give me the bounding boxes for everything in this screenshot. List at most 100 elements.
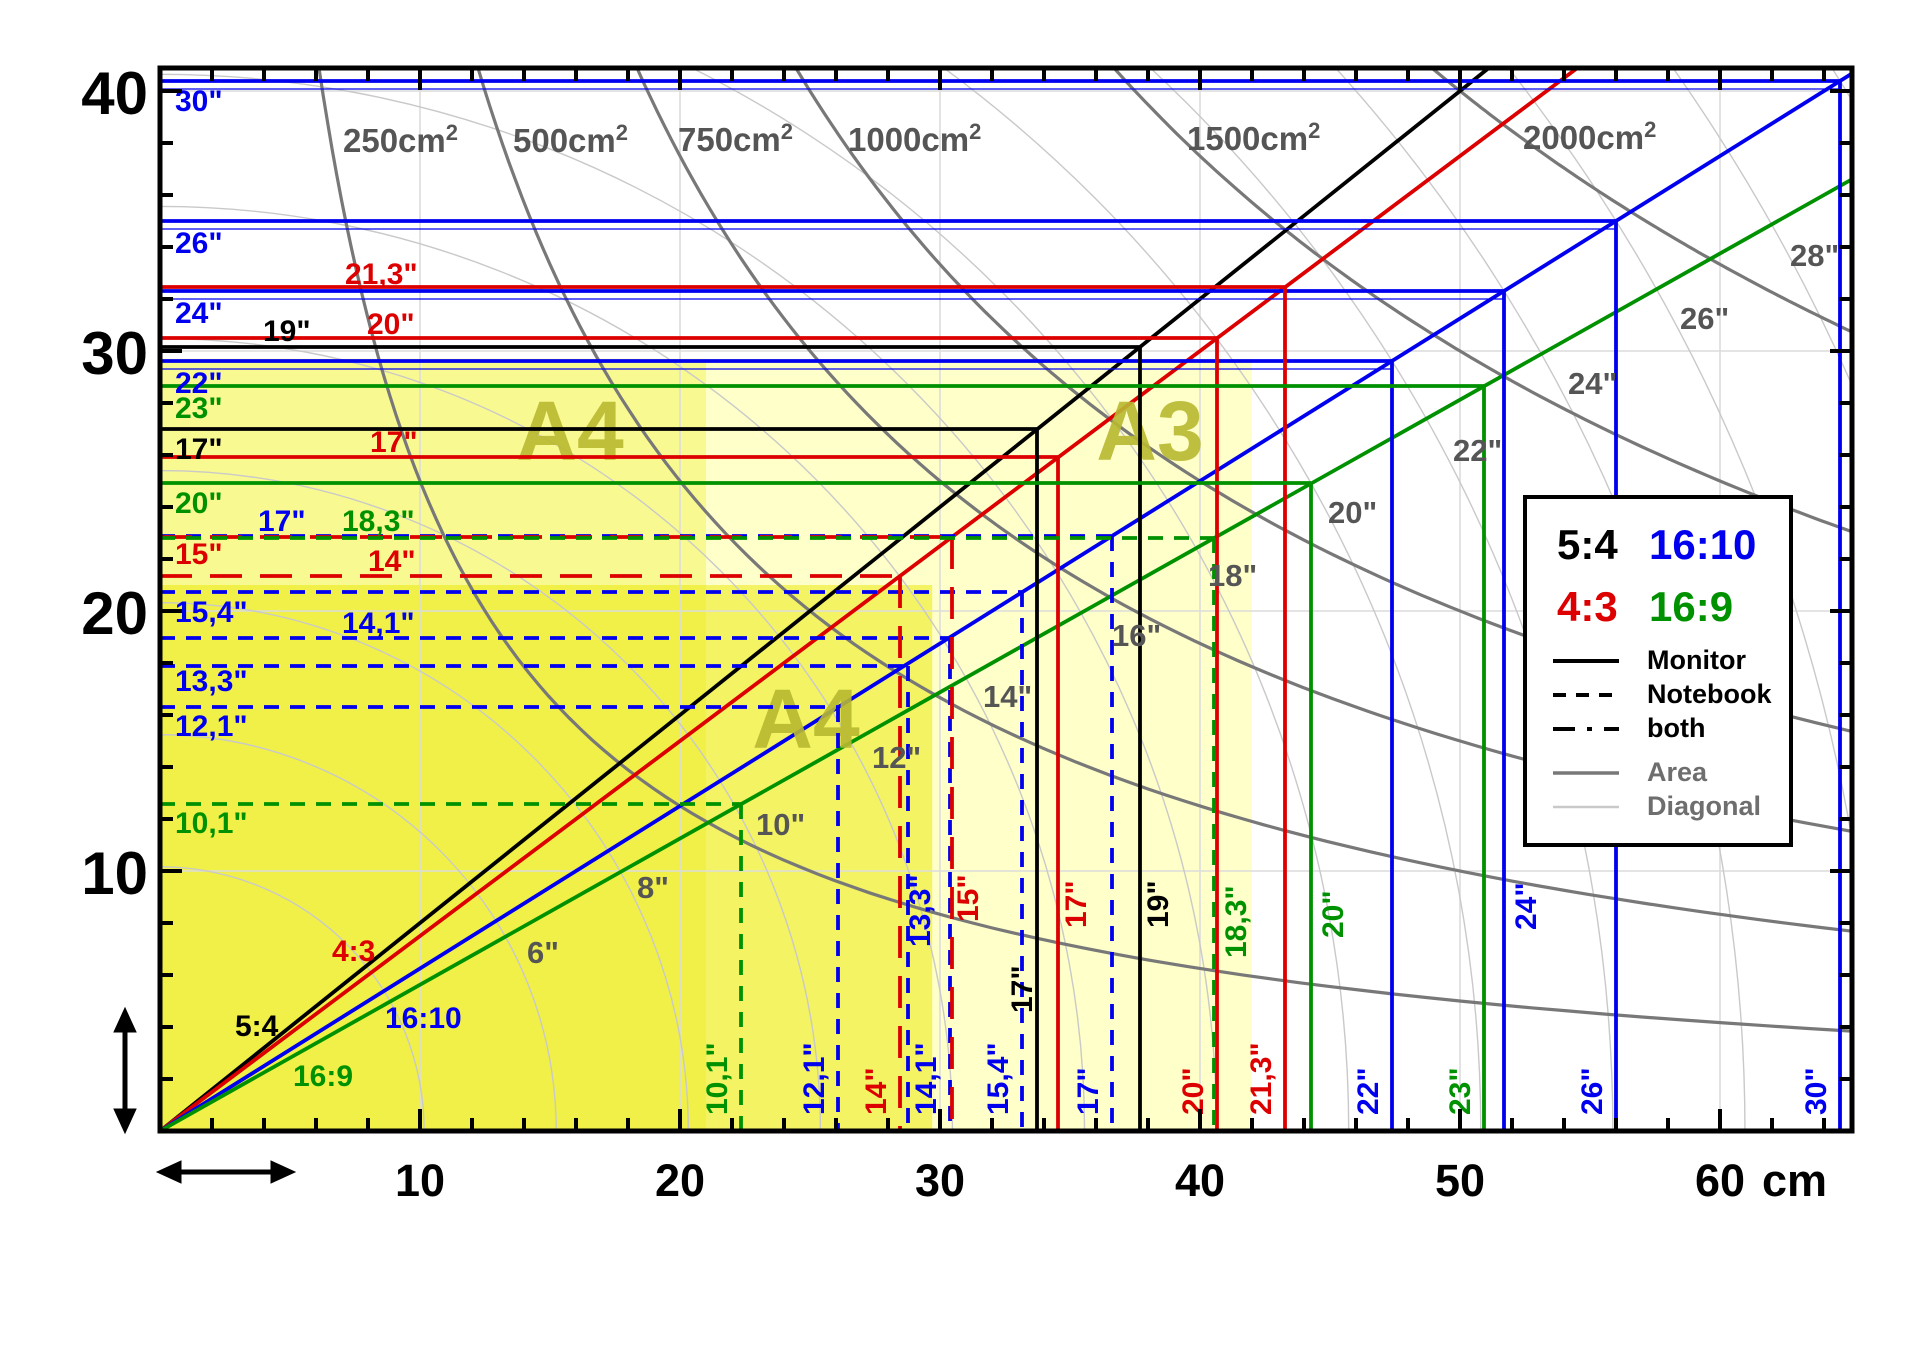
x-axis-unit: cm xyxy=(1762,1155,1827,1206)
screen-size-label-rotated: 30" xyxy=(1800,1067,1833,1115)
screen-size-label: 30" xyxy=(175,85,223,118)
paper-labels: A4 A4 A3 xyxy=(516,384,1203,766)
screen-size-label-rotated: 18,3" xyxy=(1220,885,1253,958)
screen-size-label: 18,3" xyxy=(342,505,415,538)
paper-regions xyxy=(160,358,1252,1131)
diagonal-contour-label: 28" xyxy=(1790,238,1839,273)
diagonal-contour-label: 8" xyxy=(637,870,669,905)
arrow-head-icon xyxy=(270,1160,297,1184)
screen-size-label-rotated: 20" xyxy=(1317,890,1350,938)
legend-box: 5:4 16:10 4:3 16:9 Monitor Notebook both… xyxy=(1523,495,1793,847)
screen-size-label-rotated: 19" xyxy=(1142,880,1175,928)
legend-item-monitor: Monitor xyxy=(1527,645,1789,677)
x-tick-label: 20 xyxy=(655,1155,705,1206)
legend-item-notebook: Notebook xyxy=(1527,679,1789,711)
screen-size-label-rotated: 24" xyxy=(1510,882,1543,930)
screen-size-label-rotated: 14" xyxy=(860,1067,893,1115)
screen-size-label-rotated: 13,3" xyxy=(904,874,937,947)
dashed-line-icon xyxy=(1553,693,1619,697)
screen-size-label: 17" xyxy=(258,505,306,538)
area-contour-label: 750cm2 xyxy=(678,119,793,158)
x-tick-label: 40 xyxy=(1175,1155,1225,1206)
screen-size-label-rotated: 15" xyxy=(952,874,985,922)
arrow-head-icon xyxy=(113,1108,137,1135)
ratio-label: 5:4 xyxy=(235,1010,279,1043)
gridlines xyxy=(160,68,1852,1131)
legend-ratio-5-4: 5:4 xyxy=(1557,521,1618,568)
x-tick-label: 50 xyxy=(1435,1155,1485,1206)
x-tick-label: 10 xyxy=(395,1155,445,1206)
screen-labels: 30" 30" 26" 26" 24" 24" 22" 22" 17" 17" 15,4" 15,4"… xyxy=(175,85,1833,1115)
legend-ratio-4-3: 4:3 xyxy=(1557,583,1618,630)
area-line-icon xyxy=(1553,771,1619,775)
legend-ratio-16-10: 16:10 xyxy=(1649,521,1757,568)
ratio-lines xyxy=(160,68,1852,1131)
diagonal-contour-label: 14" xyxy=(983,679,1032,714)
screen-size-label-rotated: 12,1" xyxy=(798,1042,831,1115)
screen-size-label: 17" xyxy=(370,426,418,459)
screen-size-label: 15,4" xyxy=(175,596,248,629)
screen-size-label-rotated: 10,1" xyxy=(701,1042,734,1115)
contour-labels: 250cm2 500cm2 750cm2 1000cm2 1500cm2 2000cm2 6… xyxy=(343,117,1839,970)
legend-item-diagonal: Diagonal xyxy=(1527,791,1789,823)
screen-size-label: 14,1" xyxy=(342,607,415,640)
screen-size-label: 19" xyxy=(263,315,311,348)
screen-size-label: 14" xyxy=(368,545,416,578)
ratio-label: 4:3 xyxy=(332,935,375,968)
arrow-head-icon xyxy=(113,1006,137,1033)
area-contour-label: 2000cm2 xyxy=(1523,117,1656,156)
diagonal-contour-label: 10" xyxy=(756,807,805,842)
area-contour-label: 1500cm2 xyxy=(1187,118,1320,157)
ratio-line xyxy=(160,68,1579,1131)
y-tick-label: 20 xyxy=(81,580,148,647)
diagonal-contour-label: 24" xyxy=(1568,366,1617,401)
ratio-line xyxy=(160,177,1852,1131)
diagonal-contour-label: 20" xyxy=(1328,495,1377,530)
screen-size-label-rotated: 15,4" xyxy=(982,1042,1015,1115)
legend-ratio-16-9: 16:9 xyxy=(1649,583,1734,630)
screen-size-label: 17" xyxy=(175,433,223,466)
ratio-label: 16:9 xyxy=(293,1060,353,1093)
legend-item-both: both xyxy=(1527,713,1789,745)
screen-size-label: 22" xyxy=(175,367,223,400)
ratio-line xyxy=(160,71,1852,1131)
paper-label: A3 xyxy=(1096,384,1203,478)
screen-size-label-rotated: 23" xyxy=(1444,1067,1477,1115)
legend-item-area: Area xyxy=(1527,757,1789,789)
screen-size-label-rotated: 22" xyxy=(1352,1067,1385,1115)
y-tick-label: 40 xyxy=(81,60,148,127)
diagonal-contour-label: 12" xyxy=(872,740,921,775)
screen-size-label: 15" xyxy=(175,538,223,571)
diagonal-contour-label: 18" xyxy=(1208,558,1257,593)
diagonal-contour-label: 26" xyxy=(1680,301,1729,336)
diagonal-contour-label: 22" xyxy=(1453,433,1502,468)
ratio-label: 16:10 xyxy=(385,1002,462,1035)
screen-size-label: 24" xyxy=(175,297,223,330)
screen-size-label: 12,1" xyxy=(175,710,248,743)
screen-size-label: 20" xyxy=(175,487,223,520)
screen-rectangles xyxy=(160,79,1842,1131)
screen-size-label: 10,1" xyxy=(175,807,248,840)
diagonal-contour-label: 16" xyxy=(1112,618,1161,653)
x-tick-label: 60 xyxy=(1695,1155,1745,1206)
screen-size-label-rotated: 21,3" xyxy=(1245,1042,1278,1115)
dashdot-line-icon xyxy=(1553,727,1619,731)
screen-size-label: 26" xyxy=(175,227,223,260)
y-axis-labels: 10 20 30 40 xyxy=(81,60,148,907)
screen-size-label-rotated: 14,1" xyxy=(910,1042,943,1115)
screen-size-label: 13,3" xyxy=(175,665,248,698)
area-contour-label: 1000cm2 xyxy=(848,119,981,158)
diagonal-line-icon xyxy=(1553,805,1619,809)
area-contour-label: 250cm2 xyxy=(343,120,458,159)
screen-size-label-rotated: 26" xyxy=(1576,1067,1609,1115)
y-tick-label: 30 xyxy=(81,320,148,387)
arrow-head-icon xyxy=(155,1160,182,1184)
y-tick-label: 10 xyxy=(81,840,148,907)
axis-direction-arrows xyxy=(113,1006,297,1184)
screen-size-label-rotated: 17" xyxy=(1060,880,1093,928)
x-axis-labels: 10 20 30 40 50 60 cm xyxy=(395,1155,1827,1206)
x-tick-label: 30 xyxy=(915,1155,965,1206)
paper-label: A4 xyxy=(752,672,860,766)
